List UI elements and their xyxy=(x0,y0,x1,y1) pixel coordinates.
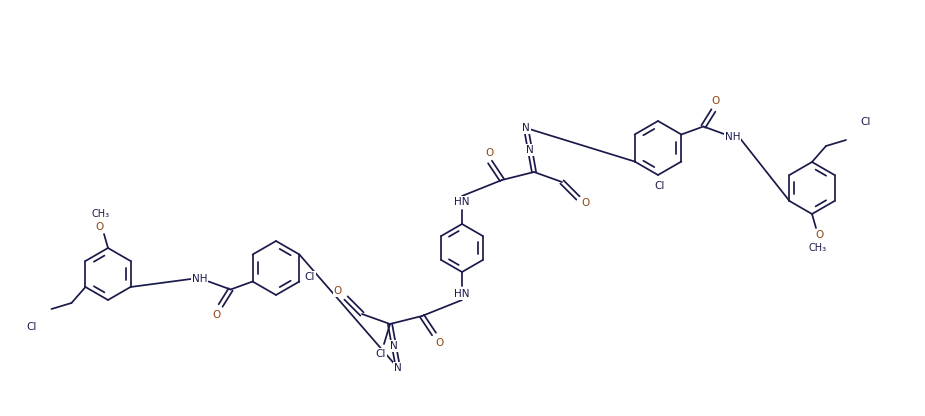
Text: O: O xyxy=(485,148,493,158)
Text: HN: HN xyxy=(454,197,470,207)
Text: Cl: Cl xyxy=(376,349,387,359)
Text: O: O xyxy=(816,230,824,240)
Text: N: N xyxy=(522,123,530,133)
Text: CH₃: CH₃ xyxy=(92,209,110,219)
Text: CH₃: CH₃ xyxy=(809,243,827,253)
Text: O: O xyxy=(711,97,720,106)
Text: O: O xyxy=(582,198,590,208)
Text: Cl: Cl xyxy=(304,272,314,282)
Text: NH: NH xyxy=(724,133,740,143)
Text: O: O xyxy=(334,286,342,296)
Text: N: N xyxy=(390,341,398,351)
Text: N: N xyxy=(526,145,534,155)
Text: Cl: Cl xyxy=(655,181,665,191)
Text: N: N xyxy=(394,363,401,373)
Text: Cl: Cl xyxy=(861,117,871,127)
Text: Cl: Cl xyxy=(26,322,37,332)
Text: O: O xyxy=(96,222,105,232)
Text: NH: NH xyxy=(191,273,207,283)
Text: O: O xyxy=(435,338,443,348)
Text: HN: HN xyxy=(454,289,470,299)
Text: O: O xyxy=(213,310,221,319)
